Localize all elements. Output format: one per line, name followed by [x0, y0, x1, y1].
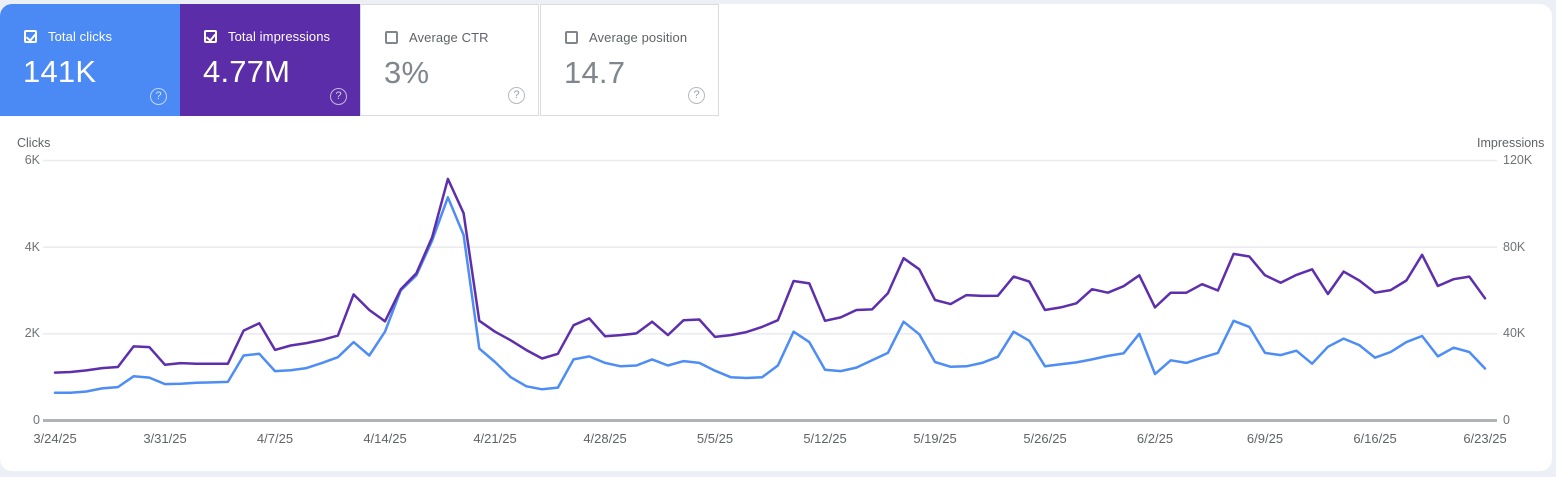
- right-axis-title: Impressions: [1477, 136, 1545, 150]
- x-axis-label: 6/16/25: [1353, 431, 1397, 446]
- metric-label: Total clicks: [48, 29, 113, 44]
- x-axis-label: 3/24/25: [33, 431, 77, 446]
- performance-panel: Total clicks 141K ? Total impressions 4.…: [0, 4, 1552, 471]
- x-axis-label: 5/26/25: [1023, 431, 1067, 446]
- help-icon[interactable]: ?: [688, 87, 705, 104]
- metric-card-average-ctr[interactable]: Average CTR 3% ?: [360, 4, 539, 116]
- x-axis-label: 5/12/25: [803, 431, 847, 446]
- help-icon[interactable]: ?: [508, 87, 525, 104]
- metric-label: Average CTR: [409, 30, 489, 45]
- metric-value: 14.7: [564, 55, 626, 90]
- left-axis-title: Clicks: [17, 136, 51, 150]
- checkbox-checked-icon[interactable]: [24, 30, 37, 43]
- x-axis-label: 6/23/25: [1463, 431, 1507, 446]
- metric-value: 4.77M: [203, 54, 291, 89]
- x-axis-label: 4/14/25: [363, 431, 407, 446]
- metric-label: Total impressions: [228, 29, 331, 44]
- x-axis-label: 6/9/25: [1246, 431, 1284, 446]
- x-axis-label: 3/31/25: [143, 431, 187, 446]
- axis-tick-label: 120K: [1503, 153, 1533, 167]
- checkbox-checked-icon[interactable]: [204, 30, 217, 43]
- impressions-line-series[interactable]: [53, 177, 1487, 374]
- metric-card-total-clicks[interactable]: Total clicks 141K ?: [0, 4, 180, 116]
- x-axis-label: 4/7/25: [256, 431, 294, 446]
- clicks-line-series[interactable]: [53, 196, 1487, 395]
- metric-card-average-position[interactable]: Average position 14.7 ?: [540, 4, 719, 116]
- axis-tick-label: 80K: [1503, 239, 1526, 254]
- metric-card-total-impressions[interactable]: Total impressions 4.77M ?: [180, 4, 360, 116]
- axis-tick-label: 2K: [24, 326, 40, 341]
- x-axis-label: 5/19/25: [913, 431, 957, 446]
- axis-tick-label: 4K: [24, 239, 40, 254]
- checkbox-unchecked-icon[interactable]: [565, 31, 578, 44]
- metric-value: 141K: [23, 54, 97, 89]
- axis-tick-label: 6K: [24, 153, 40, 167]
- help-icon[interactable]: ?: [150, 88, 167, 105]
- axis-tick-label: 0: [1503, 413, 1510, 427]
- metric-value: 3%: [384, 55, 430, 90]
- x-axis-label: 4/21/25: [473, 431, 517, 446]
- axis-tick-label: 40K: [1503, 326, 1526, 341]
- axis-tick-label: 0: [33, 413, 40, 427]
- checkbox-unchecked-icon[interactable]: [385, 31, 398, 44]
- x-axis-label: 5/5/25: [696, 431, 734, 446]
- x-axis-label: 6/2/25: [1136, 431, 1174, 446]
- metric-label: Average position: [589, 30, 688, 45]
- help-icon[interactable]: ?: [330, 88, 347, 105]
- x-axis-label: 4/28/25: [583, 431, 627, 446]
